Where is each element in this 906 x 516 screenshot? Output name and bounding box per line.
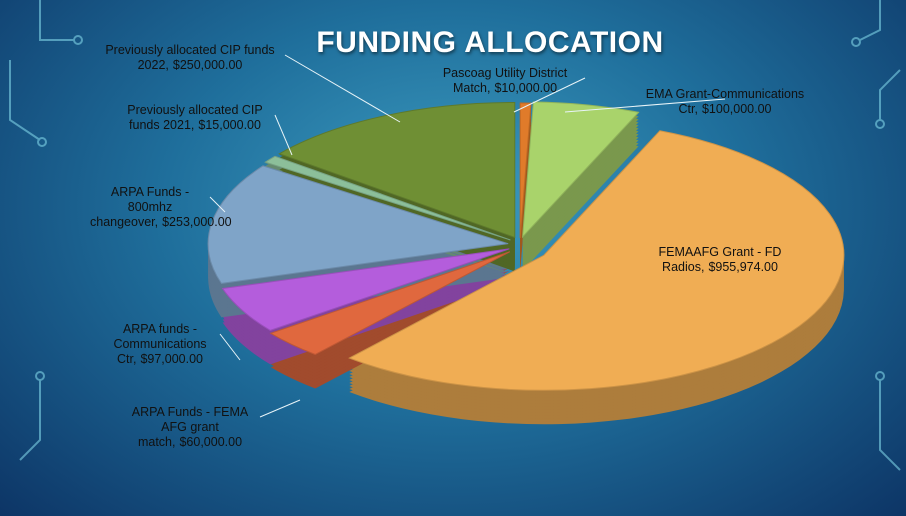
circuit-decor (9, 0, 901, 471)
value-label: $97,000.00 (140, 352, 203, 366)
value-label: $60,000.00 (179, 435, 243, 449)
slice-label: Previously allocated CIP funds 2022, $250… (95, 43, 285, 73)
leader-line (219, 333, 241, 361)
value-label: $15,000.00 (198, 118, 261, 132)
leader-line (513, 77, 586, 113)
category-name: ARPA Funds - 800mhz changeover, (90, 185, 190, 229)
pie-slice (269, 251, 511, 356)
pie-slice (264, 155, 511, 241)
pie-slice (521, 101, 640, 239)
slice-label: Pascoag Utility District Match, $10,000.0… (425, 66, 585, 96)
leader-line (284, 54, 401, 123)
pie-slice (221, 248, 510, 331)
chart-title: FUNDING ALLOCATION (316, 26, 664, 59)
category-name: EMA Grant-Communications Ctr, (645, 87, 805, 116)
slice-label: FEMAAFG Grant - FD Radios, $955,974.00 (645, 245, 795, 275)
slice-label: ARPA Funds - FEMA AFG grant match, $60,00… (120, 405, 260, 450)
value-label: $250,000.00 (172, 58, 243, 72)
category-name: ARPA Funds - FEMA AFG grant match, (131, 405, 249, 449)
value-label: $100,000.00 (701, 102, 772, 116)
category-name: Previously allocated CIP funds 2022, (105, 43, 275, 72)
leader-line (274, 114, 293, 156)
leader-line (259, 399, 301, 418)
slice-label: EMA Grant-Communications Ctr, $100,000.00 (620, 87, 830, 117)
leader-line (564, 98, 726, 113)
leader-line (209, 196, 226, 213)
value-label: $10,000.00 (494, 81, 558, 95)
category-name: ARPA funds - Communications Ctr, (113, 322, 207, 366)
category-name: Previously allocated CIP funds 2021, (127, 103, 263, 132)
value-label: $955,974.00 (708, 260, 778, 274)
slice-label: ARPA Funds - 800mhz changeover, $253,000.… (90, 185, 232, 230)
pie-slice (348, 130, 845, 391)
pie-slice (519, 102, 532, 239)
slice-label: Previously allocated CIP funds 2021, $15,… (115, 103, 275, 133)
pie-slice (278, 101, 516, 239)
pie-slice (207, 165, 509, 284)
value-label: $253,000.00 (162, 215, 232, 229)
slice-label: ARPA funds - Communications Ctr, $97,000.… (100, 322, 220, 367)
category-name: Pascoag Utility District Match, (442, 66, 568, 95)
category-name: FEMAAFG Grant - FD Radios, (658, 245, 782, 274)
